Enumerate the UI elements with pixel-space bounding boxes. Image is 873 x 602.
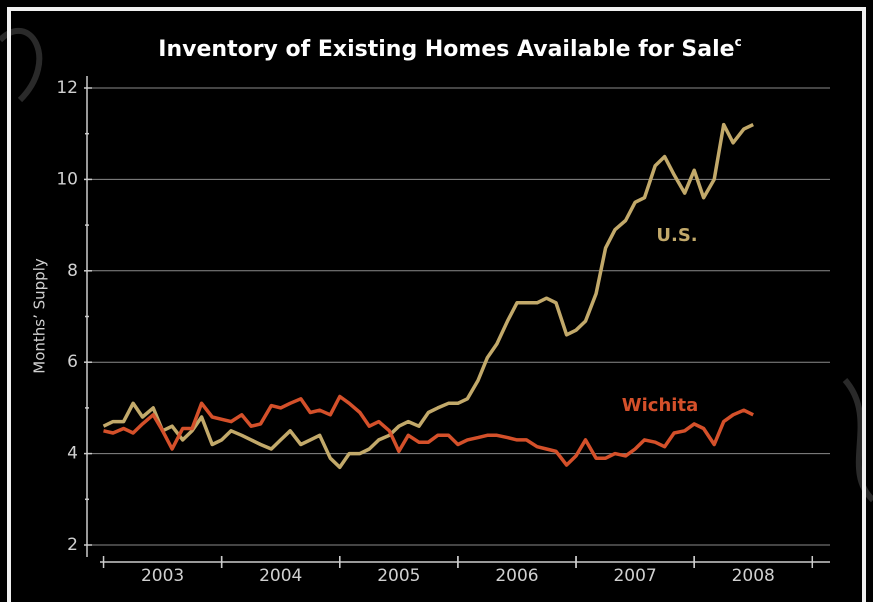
chart-title: Inventory of Existing Homes Available fo… <box>158 35 741 63</box>
y-tick-label: 10 <box>56 169 78 189</box>
x-tick-label: 2007 <box>613 566 656 586</box>
x-tick-label: 2008 <box>732 566 775 586</box>
x-tick-label: 2006 <box>495 566 538 586</box>
y-axis-label: Months’ Supply <box>31 258 49 374</box>
y-tick-label: 6 <box>67 352 78 372</box>
y-tick-label: 8 <box>67 261 78 281</box>
x-tick-label: 2003 <box>141 566 184 586</box>
background <box>0 0 873 602</box>
y-tick-label: 12 <box>56 78 78 98</box>
title-text: Inventory of Existing Homes Available fo… <box>158 37 734 62</box>
series-label: U.S. <box>656 225 697 246</box>
y-tick-label: 4 <box>67 444 78 464</box>
x-tick-label: 2005 <box>377 566 420 586</box>
chart: Inventory of Existing Homes Available fo… <box>0 0 873 602</box>
x-tick-label: 2004 <box>259 566 302 586</box>
series-label: Wichita <box>622 395 698 416</box>
title-superscript: c <box>735 35 742 49</box>
y-tick-label: 2 <box>67 535 78 555</box>
